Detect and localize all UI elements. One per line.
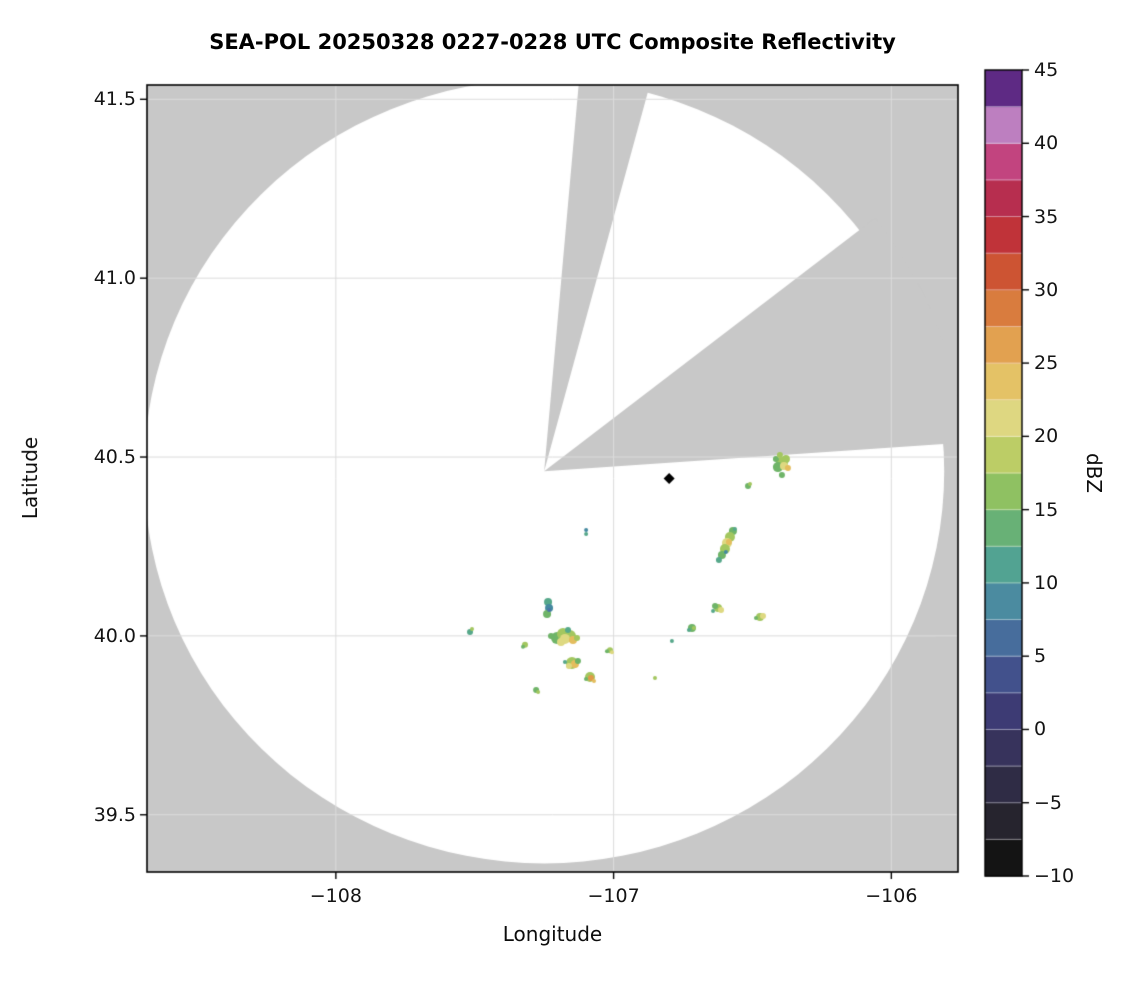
colorbar-tick-label: 15 — [1034, 498, 1059, 521]
chart-title: SEA-POL 20250328 0227-0228 UTC Composite… — [209, 30, 896, 54]
y-tick-label: 41.5 — [93, 88, 136, 111]
colorbar-tick-label: 25 — [1034, 352, 1059, 375]
y-tick-label: 40.5 — [93, 446, 136, 469]
y-tick-label: 40.0 — [93, 624, 136, 647]
colorbar-tick-label: 0 — [1034, 718, 1047, 741]
colorbar-tick-label: 30 — [1034, 278, 1059, 301]
colorbar-tick-label: 45 — [1034, 59, 1059, 81]
colorbar-label: dBZ — [1082, 452, 1106, 494]
colorbar-tick-label: 40 — [1034, 132, 1059, 155]
colorbar-tick-label: −10 — [1034, 865, 1075, 887]
y-tick-label: 41.0 — [93, 267, 136, 290]
y-tick-label: 39.5 — [93, 803, 136, 826]
x-tick-label: −108 — [309, 885, 362, 907]
x-axis-label: Longitude — [502, 922, 603, 946]
x-tick-label: −106 — [865, 885, 918, 907]
colorbar-tick-label: −5 — [1034, 791, 1063, 814]
y-axis-label: Latitude — [18, 436, 42, 520]
colorbar-tick-label: 5 — [1034, 645, 1047, 668]
colorbar-tick-label: 35 — [1034, 205, 1059, 228]
x-tick-label: −107 — [587, 885, 640, 907]
colorbar-tick-label: 10 — [1034, 571, 1059, 594]
colorbar-tick-label: 20 — [1034, 425, 1059, 448]
